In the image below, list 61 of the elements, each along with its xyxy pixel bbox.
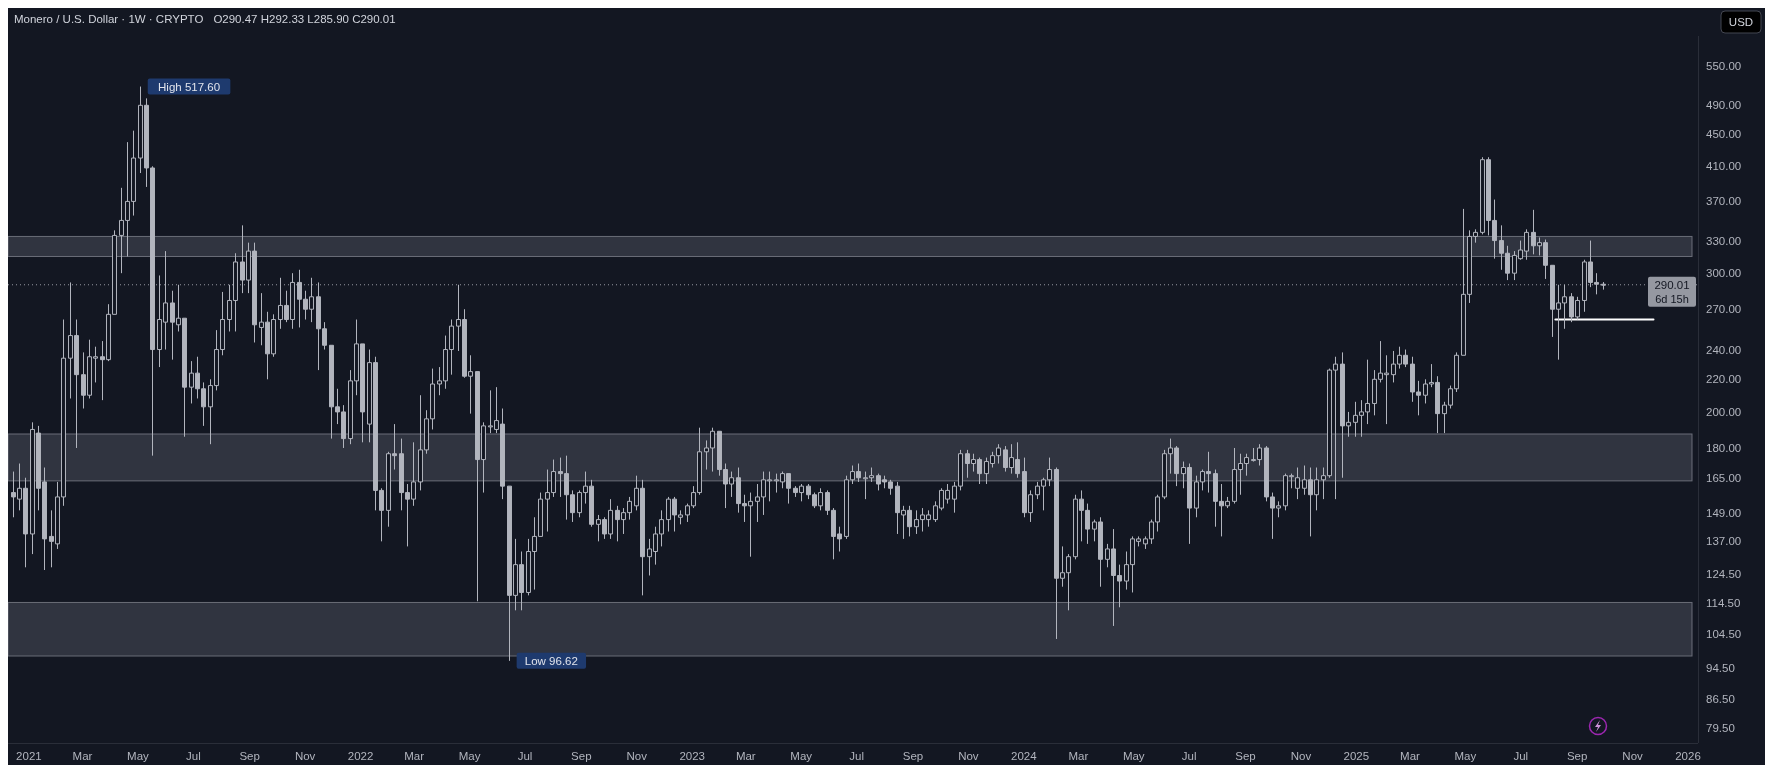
- y-tick-label: 550.00: [1706, 59, 1742, 72]
- x-tick-label: Nov: [1290, 750, 1312, 762]
- y-tick-label: 330.00: [1706, 234, 1742, 247]
- x-tick-label: May: [127, 750, 150, 762]
- x-tick-label: Nov: [958, 750, 979, 762]
- x-tick-label: May: [790, 750, 813, 762]
- x-tick-label: Mar: [1068, 750, 1089, 762]
- y-tick-label: 220.00: [1706, 373, 1742, 386]
- x-tick-label: 2021: [16, 750, 42, 762]
- chart-subtitle: O290.47 H292.33 L285.90 C290.01: [213, 13, 396, 25]
- x-tick-label: Mar: [404, 750, 425, 762]
- x-tick-label: Jul: [849, 750, 864, 762]
- x-tick-label: Sep: [1235, 750, 1256, 762]
- y-tick-label: 240.00: [1706, 343, 1742, 356]
- x-tick-label: Sep: [571, 750, 592, 762]
- y-tick-label: 149.00: [1706, 506, 1742, 519]
- candlestick: [1295, 467, 1300, 500]
- x-tick-label: Mar: [72, 750, 93, 762]
- y-tick-label: 86.50: [1706, 692, 1735, 705]
- y-tick-label: 300.00: [1706, 267, 1742, 280]
- x-tick-label: 2024: [1011, 750, 1038, 762]
- y-axis-title: USD: [1728, 16, 1754, 28]
- y-tick-label: 180.00: [1706, 441, 1742, 454]
- x-tick-label: Jul: [1513, 750, 1529, 762]
- x-tick-label: Jul: [1181, 750, 1197, 762]
- y-tick-label: 137.00: [1706, 535, 1742, 548]
- x-tick-label: Mar: [735, 750, 756, 762]
- x-tick-label: Nov: [626, 750, 648, 762]
- y-tick-label: 450.00: [1706, 128, 1742, 141]
- x-tick-label: Sep: [902, 750, 924, 762]
- x-tick-label: 2023: [679, 750, 705, 762]
- y-tick-label: 270.00: [1706, 303, 1742, 316]
- x-tick-label: Jul: [186, 750, 201, 762]
- x-tick-label: 2025: [1343, 750, 1370, 762]
- x-tick-label: Jul: [517, 750, 533, 762]
- x-tick-label: May: [458, 750, 481, 762]
- ref-line-label: 290.01: [1654, 278, 1690, 291]
- x-tick-label: Sep: [1566, 750, 1588, 762]
- x-tick-label: Nov: [294, 750, 316, 762]
- x-tick-label: 2022: [347, 750, 374, 762]
- y-tick-label: 94.50: [1706, 662, 1735, 675]
- annotation: Low 96.62: [524, 654, 578, 667]
- y-tick-label: 104.50: [1706, 628, 1742, 641]
- annotation: High 517.60: [158, 80, 221, 93]
- x-tick-label: Mar: [1400, 750, 1421, 762]
- x-tick-label: May: [1122, 750, 1145, 762]
- chart-title: Monero / U.S. Dollar · 1W · CRYPTO: [14, 13, 204, 25]
- y-tick-label: 124.50: [1706, 568, 1742, 581]
- y-tick-label: 165.00: [1706, 471, 1742, 484]
- y-tick-label: 370.00: [1706, 195, 1742, 208]
- x-tick-label: May: [1454, 750, 1477, 762]
- x-tick-label: Nov: [1622, 750, 1644, 762]
- y-tick-label: 79.50: [1706, 721, 1735, 734]
- y-tick-label: 410.00: [1706, 160, 1742, 173]
- y-tick-label: 114.50: [1706, 596, 1741, 609]
- annotation: 6d 15h: [1655, 292, 1689, 305]
- x-tick-label: Sep: [239, 750, 260, 762]
- x-tick-label: 2026: [1675, 750, 1701, 762]
- y-tick-label: 200.00: [1706, 405, 1742, 418]
- candlestick: [1601, 281, 1606, 291]
- y-tick-label: 490.00: [1706, 99, 1742, 112]
